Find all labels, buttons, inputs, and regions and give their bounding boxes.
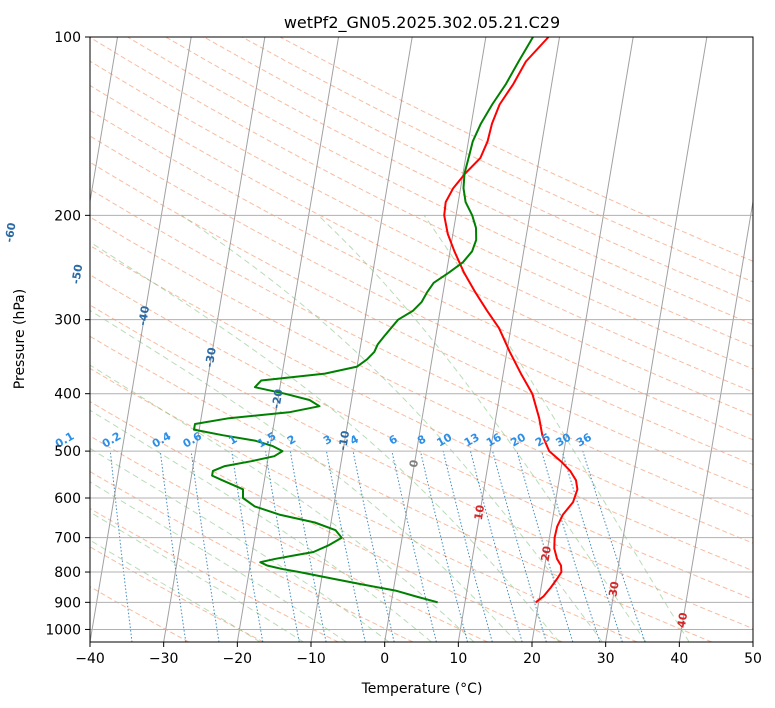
x-tick-label: 30 [597, 651, 615, 667]
moist-adiabat-line [90, 309, 517, 642]
moist-adiabat-line [90, 364, 475, 642]
isotherm-line [605, 37, 708, 642]
isotherm-line [678, 198, 753, 642]
mixing-ratio-line [352, 451, 395, 642]
dry-adiabat-line [90, 401, 563, 642]
dry-adiabat-line [90, 304, 753, 630]
y-tick-label: 300 [54, 313, 81, 329]
x-tick-label: 10 [449, 651, 467, 667]
moist-adiabat-line [90, 539, 261, 642]
x-tick-label: −20 [223, 651, 253, 667]
isotherm-label: 0 [407, 458, 421, 468]
dry-adiabat-line [241, 37, 753, 283]
plot-frame [89, 36, 754, 643]
isotherm-label: 40 [675, 611, 690, 629]
dry-adiabat-line [90, 161, 753, 491]
mixing-ratio-line [516, 450, 574, 642]
y-tick-label: 100 [54, 30, 81, 46]
y-tick-label: 500 [54, 444, 81, 460]
mixing-ratio-line [420, 450, 468, 642]
dry-adiabat-line [90, 546, 264, 642]
isotherm-label: -20 [269, 388, 285, 410]
mixing-ratio-line [541, 450, 601, 642]
x-axis-label: Temperature (°C) [361, 681, 483, 697]
moist-adiabat-line [317, 214, 647, 642]
isotherm-label: 10 [472, 504, 487, 522]
moist-adiabat-line [90, 447, 390, 642]
mixing-ratio-line [582, 450, 646, 642]
dry-adiabat-line [90, 135, 753, 466]
x-tick-label: −40 [75, 651, 105, 667]
x-tick-label: 0 [380, 651, 389, 667]
dewpoint-profile-line [193, 37, 534, 604]
isotherm-line [163, 37, 266, 642]
y-tick-label: 600 [54, 491, 81, 507]
chart-title: wetPf2_GN05.2025.302.05.21.C29 [284, 13, 560, 33]
isotherm-line [384, 37, 487, 642]
isotherm-label: -40 [136, 305, 152, 327]
dry-adiabat-line [203, 37, 753, 304]
y-tick-label: 900 [54, 595, 81, 611]
y-tick-label: 400 [54, 387, 81, 403]
x-tick-label: 50 [744, 651, 762, 667]
dry-adiabat-line [90, 274, 753, 600]
dry-adiabat-line [90, 367, 638, 642]
isotherm-label: 30 [606, 580, 621, 598]
x-tick-label: −10 [296, 651, 326, 667]
y-tick-label: 800 [54, 565, 81, 581]
y-tick-label: 1000 [45, 622, 81, 638]
y-tick-label: 200 [54, 208, 81, 224]
mixing-ratio-line [492, 450, 547, 642]
isotherm-line [90, 37, 119, 205]
dry-adiabat-line [90, 216, 753, 544]
isotherm-label: -50 [69, 263, 85, 285]
isotherm-line [310, 37, 413, 642]
moist-adiabat-line [90, 481, 347, 642]
temperature-profile-line [443, 37, 579, 604]
isotherm-line [531, 37, 634, 642]
plot-background [90, 37, 753, 642]
dry-adiabat-line [90, 109, 753, 441]
isotherm-label: -10 [336, 429, 352, 451]
x-tick-label: −30 [149, 651, 179, 667]
mixing-ratio-line [391, 450, 437, 642]
dry-adiabat-line [90, 84, 753, 417]
isotherm-line [457, 37, 561, 642]
isotherm-line [752, 638, 753, 642]
dry-adiabat-line [90, 435, 488, 642]
isotherm-label: 20 [539, 545, 554, 563]
isotherm-label: -60 [3, 221, 19, 243]
isotherm-label: -30 [203, 346, 219, 368]
mixing-ratio-line [326, 451, 366, 642]
isotherm-line [236, 37, 340, 642]
x-tick-label: 20 [523, 651, 541, 667]
dry-adiabat-line [90, 335, 712, 642]
x-tick-label: 40 [670, 651, 688, 667]
y-axis-label: Pressure (hPa) [12, 289, 28, 389]
y-tick-label: 700 [54, 531, 81, 547]
mixing-ratio-line [470, 450, 523, 642]
isotherm-line [90, 37, 192, 642]
dry-adiabat-line [90, 60, 753, 393]
moist-adiabat-line [423, 215, 690, 642]
